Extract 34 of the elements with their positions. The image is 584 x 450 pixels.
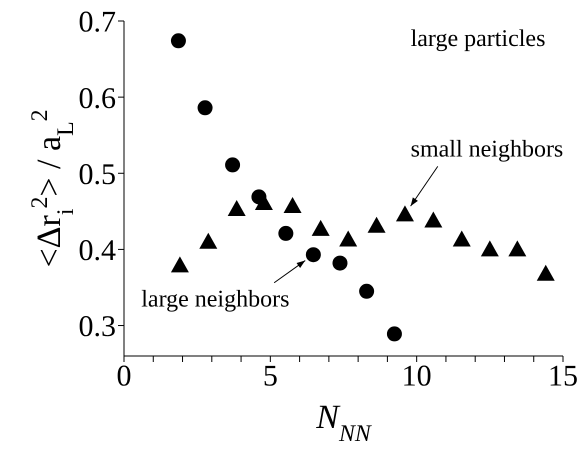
annotation: large particles (410, 26, 546, 52)
point (368, 216, 386, 233)
point (312, 220, 330, 236)
x-tick-label: 0 (116, 359, 132, 392)
point (536, 264, 555, 281)
point (339, 230, 358, 247)
point (306, 247, 321, 262)
x-tick-label: 15 (548, 359, 578, 392)
point (170, 256, 189, 272)
x-axis-title: N$_{NN}$ (315, 399, 372, 447)
point (396, 205, 414, 222)
annotation: small neighbors (410, 136, 564, 162)
point (359, 284, 374, 299)
point (198, 100, 213, 116)
point (480, 240, 499, 256)
y-tick-label: 0.7 (78, 6, 116, 39)
point (332, 256, 348, 271)
point (278, 226, 294, 241)
y-tick-label: 0.4 (78, 234, 116, 268)
y-tick-label: 0.3 (78, 310, 116, 344)
point (199, 232, 218, 249)
point (452, 230, 471, 247)
y-tick-label: 0.5 (78, 158, 116, 191)
annotation: large neighbors (141, 286, 290, 313)
point (284, 197, 302, 214)
point (386, 326, 402, 342)
point (225, 157, 240, 172)
x-tick-label: 5 (262, 359, 278, 392)
y-tick-label: 0.6 (78, 82, 116, 115)
point (424, 211, 442, 228)
point (170, 33, 186, 48)
x-tick-label: 10 (402, 359, 432, 392)
point (508, 240, 526, 256)
point (228, 200, 246, 216)
